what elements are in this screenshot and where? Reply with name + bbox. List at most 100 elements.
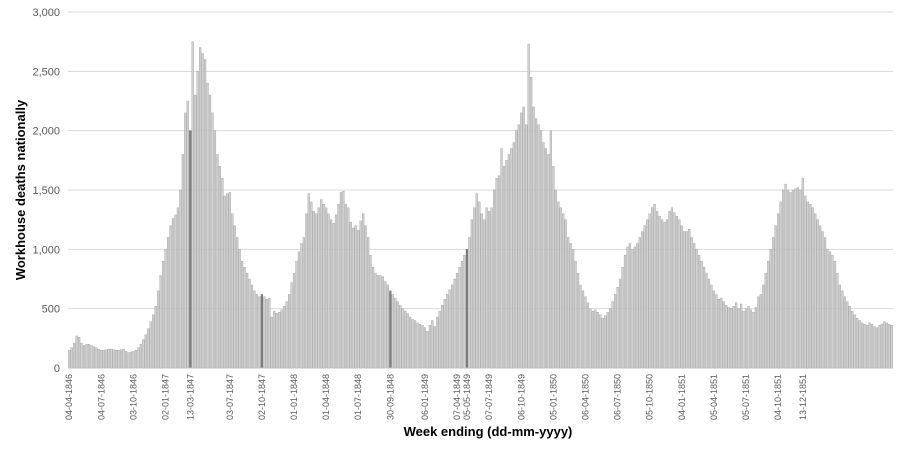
bar xyxy=(767,261,770,369)
bar xyxy=(233,225,236,369)
bar xyxy=(668,211,671,369)
bar xyxy=(354,225,357,369)
bar xyxy=(211,112,214,369)
bar xyxy=(710,284,713,369)
bar xyxy=(431,320,434,369)
bar xyxy=(305,213,308,369)
bar xyxy=(675,215,678,369)
bar xyxy=(85,344,88,369)
bar xyxy=(105,349,108,369)
bar xyxy=(438,310,441,369)
bar xyxy=(497,175,501,369)
bar xyxy=(369,255,372,369)
bar xyxy=(821,231,824,369)
bar xyxy=(166,237,170,369)
bar xyxy=(522,106,525,369)
bar xyxy=(463,255,466,369)
bar xyxy=(413,320,417,369)
bar xyxy=(658,215,661,369)
bar xyxy=(132,351,135,369)
bar xyxy=(507,154,510,369)
bar xyxy=(92,346,96,369)
bar xyxy=(241,261,244,369)
bar xyxy=(678,219,681,369)
bar xyxy=(226,193,229,369)
bar xyxy=(184,112,187,369)
bar xyxy=(290,282,293,369)
bar xyxy=(614,294,617,369)
bar xyxy=(253,290,256,369)
x-tick-label: 30-09-1848 xyxy=(385,374,395,420)
bar xyxy=(764,272,767,369)
x-tick-label: 02-10-1847 xyxy=(257,374,267,420)
bar xyxy=(717,299,720,369)
bar xyxy=(174,214,177,369)
bar xyxy=(581,290,585,369)
bar xyxy=(646,219,649,369)
bar xyxy=(460,261,464,369)
bar xyxy=(638,237,641,369)
bar xyxy=(799,189,802,369)
bar xyxy=(310,201,313,369)
bar xyxy=(828,251,832,369)
bar xyxy=(846,301,849,369)
bar xyxy=(203,59,207,369)
bar xyxy=(747,306,750,369)
bar xyxy=(811,207,814,369)
bar xyxy=(406,313,409,369)
bar xyxy=(885,322,888,369)
x-tick-label: 06-07-1850 xyxy=(613,374,623,420)
bars xyxy=(68,41,893,369)
bar xyxy=(236,237,239,369)
bar xyxy=(814,213,817,369)
x-tick-label: 02-01-1847 xyxy=(161,374,171,420)
bar xyxy=(255,294,259,369)
bar xyxy=(806,201,809,369)
bar xyxy=(68,350,71,369)
bar xyxy=(297,251,301,369)
bar xyxy=(532,106,535,369)
bar xyxy=(194,94,197,369)
bar xyxy=(789,192,792,369)
x-tick-label: 04-01-1851 xyxy=(677,374,687,420)
bar xyxy=(688,229,691,369)
bar xyxy=(112,349,115,369)
bar xyxy=(618,278,622,369)
bar xyxy=(826,249,829,369)
bar xyxy=(263,296,266,369)
bar xyxy=(485,207,488,369)
bar xyxy=(510,148,513,369)
bar xyxy=(495,177,498,369)
bar xyxy=(599,314,602,369)
bar xyxy=(181,154,184,369)
bar xyxy=(727,307,730,369)
bar xyxy=(515,130,518,369)
bar xyxy=(643,225,646,369)
bar xyxy=(544,148,548,369)
bar xyxy=(436,316,439,369)
bar xyxy=(332,223,335,369)
x-tick-label: 03-10-1846 xyxy=(129,374,139,420)
bar xyxy=(443,299,446,369)
bar xyxy=(243,266,246,369)
bar xyxy=(480,213,483,369)
bar xyxy=(673,212,676,369)
bar xyxy=(569,243,572,369)
bar xyxy=(690,237,693,369)
bar xyxy=(468,237,471,369)
bar xyxy=(633,246,636,369)
bar xyxy=(307,193,310,369)
bar xyxy=(772,237,775,369)
bar xyxy=(530,77,533,369)
bar xyxy=(374,272,377,369)
x-tick-label: 06-10-1849 xyxy=(516,374,526,420)
bar xyxy=(268,297,271,369)
bar xyxy=(451,284,454,369)
bar xyxy=(819,225,822,369)
bar xyxy=(740,303,743,369)
bar xyxy=(147,328,150,369)
y-tick-label: 2,000 xyxy=(32,126,60,138)
x-axis-title: Week ending (dd-mm-yyyy) xyxy=(404,424,573,439)
y-tick-label: 0 xyxy=(54,363,60,375)
